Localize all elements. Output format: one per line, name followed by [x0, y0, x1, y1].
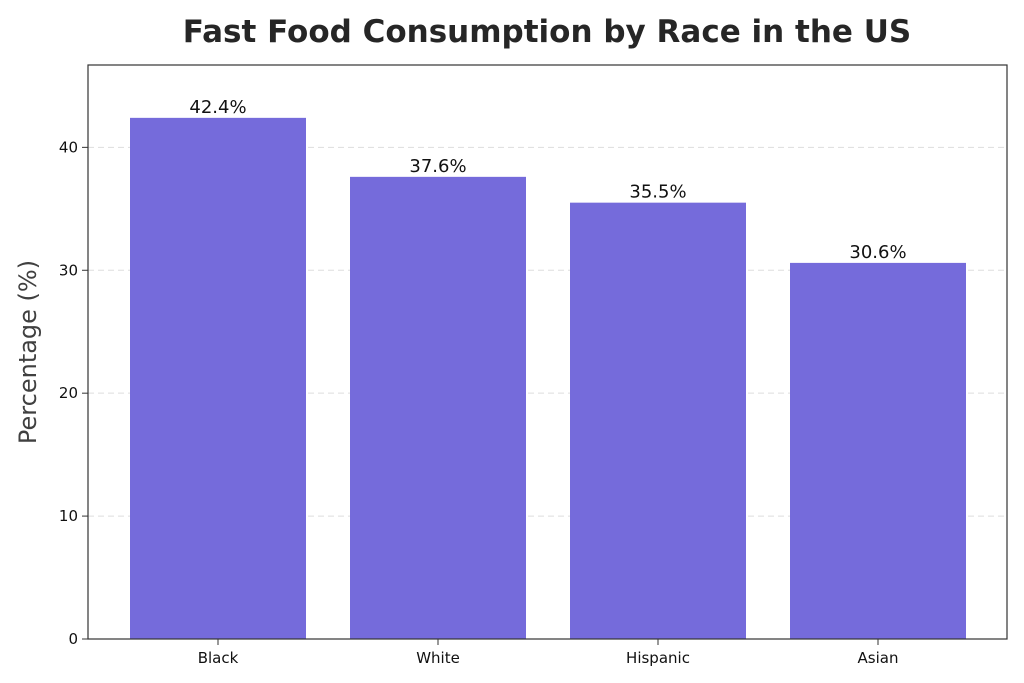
x-tick-label-black: Black	[198, 649, 239, 667]
y-axis-label: Percentage (%)	[14, 260, 42, 444]
data-label-black: 42.4%	[189, 97, 246, 118]
plot-frame	[87, 64, 1008, 640]
chart-title: Fast Food Consumption by Race in the US	[183, 14, 911, 50]
bar-black	[130, 117, 306, 640]
bar-asian	[790, 262, 966, 639]
x-tick-label-asian: Asian	[858, 649, 899, 667]
bars	[130, 117, 966, 640]
x-tick-label-white: White	[416, 649, 460, 667]
bar-white	[350, 176, 526, 640]
data-label-asian: 30.6%	[849, 242, 906, 263]
y-tick-label-1: 10	[59, 507, 78, 525]
x-tick-label-hispanic: Hispanic	[626, 649, 690, 667]
y-axis-ticks: 0 10 20 30 40	[59, 138, 88, 648]
data-label-hispanic: 35.5%	[629, 182, 686, 203]
data-label-white: 37.6%	[409, 156, 466, 177]
bar-hispanic	[570, 202, 746, 639]
x-axis-ticks: Black White Hispanic Asian	[198, 639, 899, 667]
data-labels: 42.4% 37.6% 35.5% 30.6%	[189, 97, 906, 263]
y-tick-label-4: 40	[59, 138, 78, 156]
y-tick-label-2: 20	[59, 384, 78, 402]
y-tick-label-0: 0	[68, 630, 78, 648]
y-tick-label-3: 30	[59, 261, 78, 279]
